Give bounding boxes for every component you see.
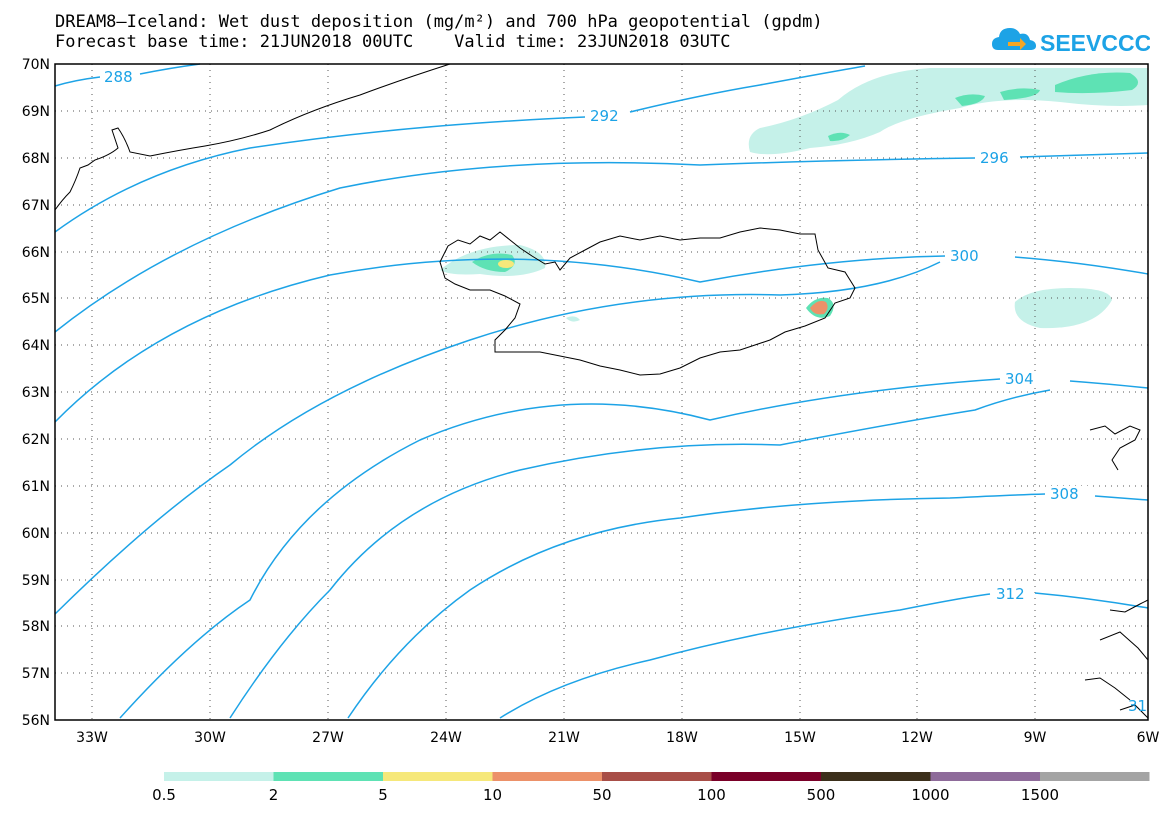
legend-swatch xyxy=(602,772,712,781)
legend-label: 100 xyxy=(697,786,726,804)
logo-text: SEEVCCC xyxy=(1040,30,1150,56)
lon-label: 6W xyxy=(1137,730,1160,746)
contour-label-300: 300 xyxy=(950,247,979,265)
contour-label-304: 304 xyxy=(1005,370,1034,388)
lat-label: 62N xyxy=(22,432,50,448)
arrow-icon xyxy=(1008,38,1026,50)
map-title: DREAM8–Iceland: Wet dust deposition (mg/… xyxy=(55,12,823,32)
lat-label: 69N xyxy=(22,104,50,120)
lat-label: 59N xyxy=(22,573,50,589)
lat-label: 56N xyxy=(22,713,50,729)
lat-label: 68N xyxy=(22,151,50,167)
seevccc-logo: SEEVCCC xyxy=(992,28,1150,56)
legend-swatch xyxy=(930,772,1040,781)
legend-swatch xyxy=(711,772,821,781)
contour-label-312: 312 xyxy=(996,585,1025,603)
lat-label: 66N xyxy=(22,245,50,261)
coastlines xyxy=(54,63,1149,719)
contour-label-31: 31 xyxy=(1128,697,1147,715)
legend-swatch xyxy=(821,772,931,781)
lat-label: 65N xyxy=(22,291,50,307)
lon-label: 18W xyxy=(666,730,698,746)
legend-swatch xyxy=(273,772,383,781)
lat-label: 60N xyxy=(22,526,50,542)
legend-label: 10 xyxy=(483,786,502,804)
lon-label: 21W xyxy=(548,730,580,746)
lat-label: 70N xyxy=(22,57,50,73)
legend-label: 1000 xyxy=(911,786,949,804)
contour-label-308: 308 xyxy=(1050,485,1079,503)
map-frame xyxy=(54,63,1149,721)
legend-swatch xyxy=(492,772,602,781)
lon-label: 33W xyxy=(76,730,108,746)
lat-label: 58N xyxy=(22,619,50,635)
contour-label-296: 296 xyxy=(980,149,1009,167)
legend-label: 5 xyxy=(378,786,388,804)
lat-label: 67N xyxy=(22,198,50,214)
lat-label: 64N xyxy=(22,338,50,354)
lon-label: 27W xyxy=(312,730,344,746)
legend-swatch xyxy=(383,772,493,781)
legend-label: 0.5 xyxy=(152,786,176,804)
color-legend: 0.5 2 5 10 50 100 500 1000 1500 xyxy=(152,772,1150,804)
legend-label: 2 xyxy=(269,786,279,804)
lon-label: 9W xyxy=(1024,730,1047,746)
lon-label: 12W xyxy=(901,730,933,746)
contour-label-292: 292 xyxy=(590,107,619,125)
map-subtitle: Forecast base time: 21JUN2018 00UTC Vali… xyxy=(55,32,731,52)
lat-label: 63N xyxy=(22,385,50,401)
lat-label: 57N xyxy=(22,666,50,682)
contour-label-288: 288 xyxy=(104,68,133,86)
dust-deposition-shading xyxy=(440,68,1148,329)
lat-label: 61N xyxy=(22,479,50,495)
latitude-labels: 70N 69N 68N 67N 66N 65N 64N 63N 62N 61N … xyxy=(22,57,50,729)
legend-label: 50 xyxy=(592,786,611,804)
legend-label: 500 xyxy=(807,786,836,804)
legend-swatch xyxy=(1040,772,1150,781)
legend-swatch xyxy=(164,772,274,781)
lon-label: 24W xyxy=(430,730,462,746)
legend-label: 1500 xyxy=(1021,786,1059,804)
lon-label: 15W xyxy=(784,730,816,746)
longitude-labels: 33W 30W 27W 24W 21W 18W 15W 12W 9W 6W xyxy=(76,730,1159,746)
lon-label: 30W xyxy=(194,730,226,746)
contour-labels: 288 292 296 300 304 308 312 31 xyxy=(100,68,1147,715)
